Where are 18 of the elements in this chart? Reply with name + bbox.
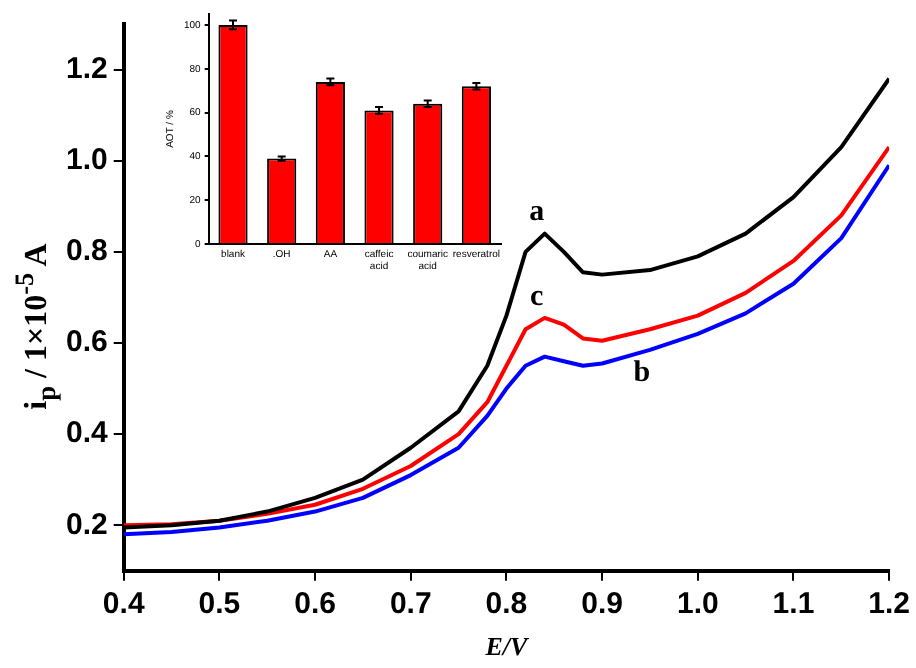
x-tick-label: 0.6 — [294, 587, 336, 622]
y-tick-label: 1.2 — [65, 51, 108, 86]
x-tick-label: 1.0 — [676, 587, 719, 622]
x-tick-label: 0.8 — [485, 587, 528, 622]
x-tick-label: 0.4 — [102, 587, 146, 622]
y-tick-label: 1.0 — [65, 142, 108, 177]
x-axis-title: E/V — [483, 631, 531, 662]
x-tick-label: 1.2 — [868, 587, 911, 622]
x-tick-label: 0.7 — [389, 587, 432, 622]
series-label: b — [633, 356, 651, 389]
x-tick-label: 1.1 — [772, 587, 815, 622]
y-tick-label: 0.6 — [65, 325, 108, 360]
x-tick-label: 0.5 — [198, 587, 241, 622]
x-tick-label: 0.9 — [581, 587, 623, 622]
series-label: c — [530, 280, 545, 313]
y-tick-label: 0.4 — [65, 416, 109, 451]
y-tick-label: 0.2 — [65, 507, 108, 542]
series-label: a — [529, 196, 546, 229]
